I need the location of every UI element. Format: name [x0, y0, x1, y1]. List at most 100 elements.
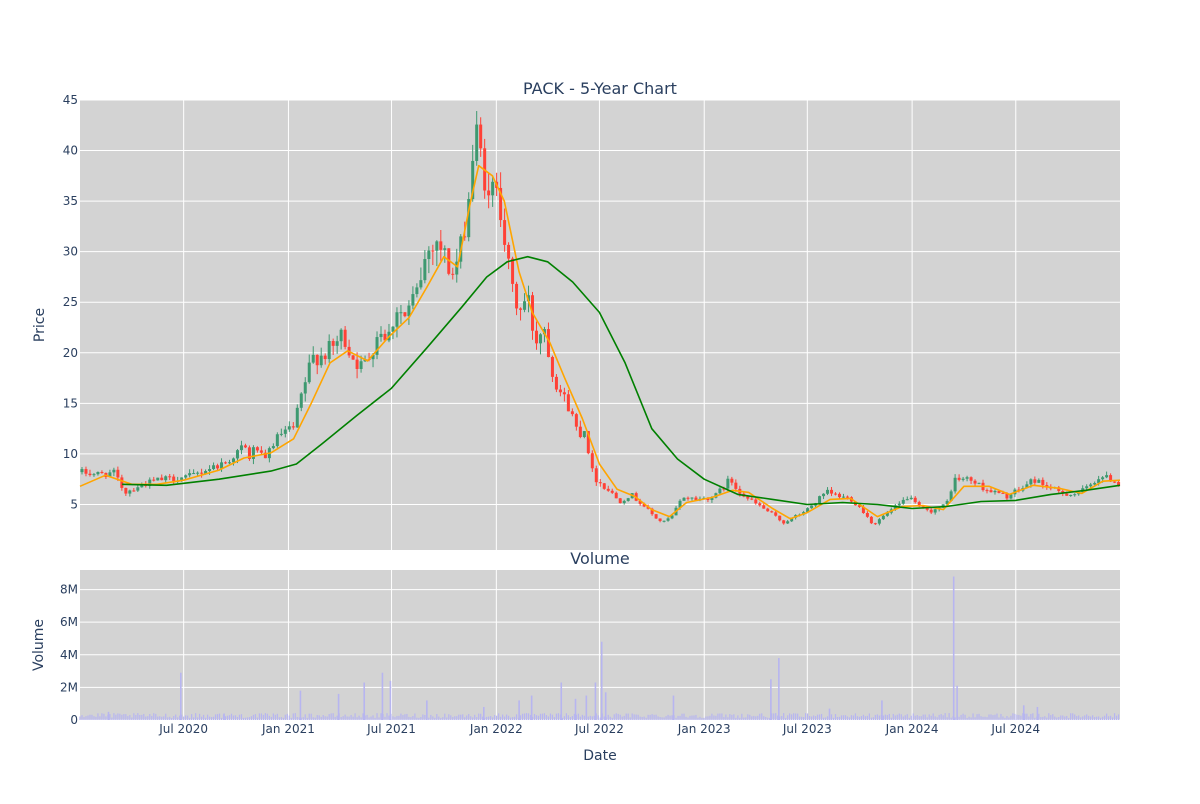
volume-bar — [103, 713, 105, 720]
volume-bar — [1030, 713, 1032, 720]
candle-body — [790, 517, 794, 522]
candle-body — [303, 382, 307, 394]
volume-bar — [149, 713, 151, 720]
candle-body — [897, 503, 901, 506]
volume-spike-bar — [952, 576, 955, 720]
volume-bar — [1106, 713, 1108, 720]
candle-body — [1089, 484, 1093, 487]
volume-bar — [902, 716, 904, 720]
volume-bar — [125, 714, 127, 720]
candle-body — [239, 445, 243, 451]
volume-bar — [960, 714, 962, 720]
candle-body — [909, 497, 913, 500]
volume-bar — [968, 716, 970, 720]
volume-bar — [755, 716, 757, 720]
volume-bar — [992, 715, 994, 720]
candle-body — [929, 509, 933, 513]
price-plot-area — [80, 100, 1120, 550]
volume-bar — [623, 715, 625, 720]
candle-body — [1097, 479, 1101, 484]
volume-bar — [169, 716, 171, 720]
volume-bar — [705, 716, 707, 720]
candle-body — [997, 490, 1001, 493]
candle-body — [786, 521, 790, 524]
volume-y-axis-title: Volume — [31, 619, 47, 671]
volume-bar — [1096, 716, 1098, 720]
volume-bar — [854, 713, 857, 720]
volume-bar — [958, 716, 960, 720]
candle-body — [869, 516, 873, 524]
volume-bar — [906, 714, 908, 720]
volume-bar — [436, 713, 438, 720]
volume-bar — [236, 716, 239, 720]
candle-body — [885, 512, 889, 516]
volume-bar — [537, 715, 540, 720]
price-y-axis-title: Price — [32, 308, 48, 342]
candle-body — [881, 515, 885, 520]
volume-y-ticks: 0 2M 4M 6M 8M — [60, 583, 78, 727]
volume-bar — [260, 713, 263, 720]
volume-bar — [462, 714, 464, 720]
candle-body — [574, 414, 578, 427]
volume-bar — [89, 714, 91, 720]
volume-bar — [896, 714, 898, 720]
volume-bar — [358, 715, 360, 720]
candle-body — [283, 429, 287, 434]
candle-body — [758, 503, 762, 506]
volume-spike-bar — [672, 695, 675, 720]
candle-body — [901, 499, 905, 504]
volume-bar — [478, 713, 480, 720]
candle-body — [554, 376, 558, 390]
volume-spike-bar — [594, 682, 597, 720]
volume-bar — [649, 714, 651, 720]
candle-body — [315, 354, 319, 366]
volume-bar — [531, 716, 534, 720]
volume-bar — [488, 716, 490, 720]
volume-bar — [418, 717, 420, 720]
candle-body — [1033, 479, 1037, 483]
volume-bar — [1082, 716, 1084, 720]
volume-bar — [242, 717, 245, 720]
candle-body — [251, 447, 255, 459]
candle-body — [590, 453, 594, 469]
volume-bar — [603, 716, 605, 720]
price-y-tick-label: 5 — [70, 497, 78, 511]
volume-bar — [143, 713, 145, 720]
volume-bar — [982, 716, 984, 720]
volume-spike-bar — [778, 658, 780, 720]
candle-body — [231, 458, 235, 463]
candle-body — [965, 477, 969, 479]
candle-body — [762, 505, 766, 509]
volume-bar — [874, 714, 876, 720]
volume-bar — [282, 717, 284, 720]
volume-spike-bar — [585, 695, 588, 720]
candle-body — [379, 333, 383, 338]
volume-bar — [990, 714, 992, 720]
volume-bar — [364, 715, 366, 720]
volume-bar — [1028, 716, 1030, 720]
volume-bar — [731, 714, 733, 720]
price-y-tick-label: 25 — [63, 295, 78, 309]
volume-bar — [783, 713, 785, 720]
volume-bar — [964, 714, 966, 720]
volume-bar — [733, 714, 735, 720]
candle-body — [1105, 475, 1109, 478]
candle-body — [152, 479, 156, 481]
volume-bar — [165, 713, 167, 720]
volume-bar — [793, 713, 795, 720]
volume-bar — [657, 716, 659, 720]
volume-bar — [741, 713, 743, 720]
volume-bar — [394, 717, 396, 720]
volume-bar — [611, 717, 613, 720]
volume-bar — [549, 713, 552, 720]
volume-bar — [509, 717, 512, 720]
volume-bar — [145, 716, 147, 720]
volume-bar — [272, 713, 274, 720]
candle-body — [140, 483, 144, 488]
candle-body — [156, 477, 160, 481]
volume-bar — [571, 716, 573, 720]
volume-bar — [745, 717, 747, 720]
volume-bar — [717, 713, 719, 720]
volume-bar — [155, 713, 157, 720]
volume-bar — [876, 714, 878, 720]
